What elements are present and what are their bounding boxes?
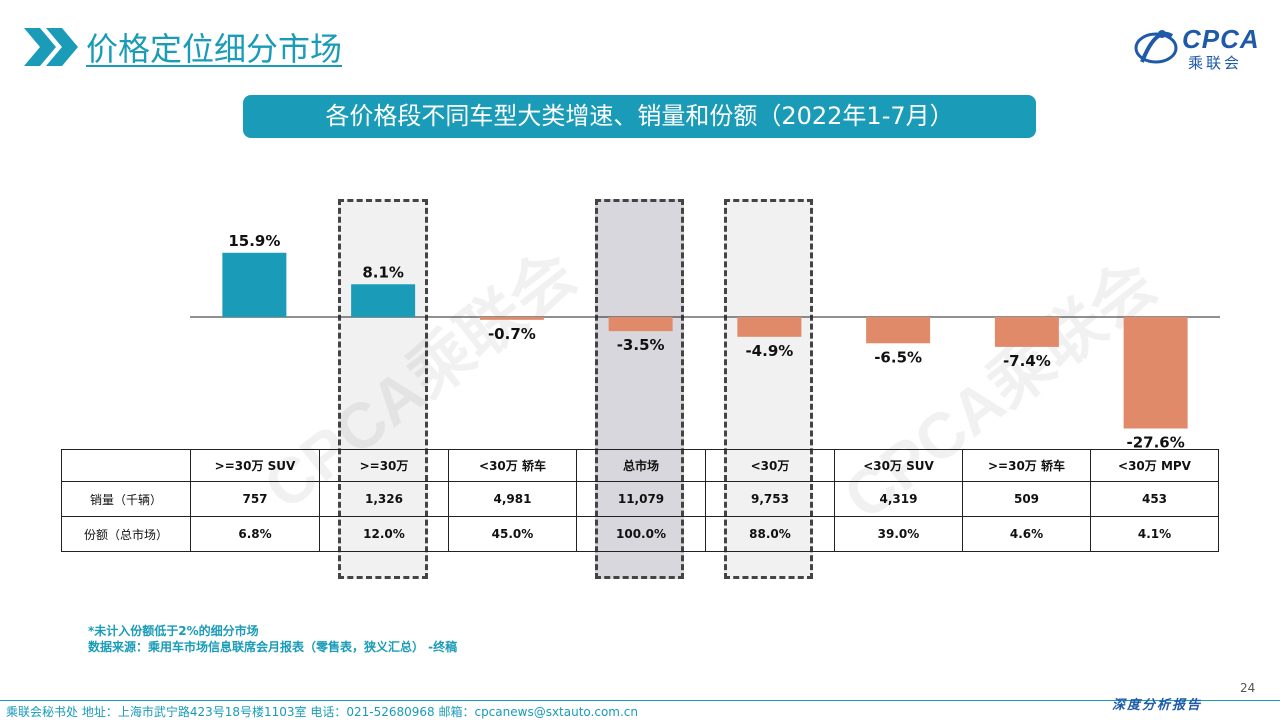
table-cell: 4.1% bbox=[1090, 516, 1219, 552]
bar-7 bbox=[1123, 317, 1188, 429]
footer-report-type: 深度分析报告 bbox=[1112, 698, 1203, 713]
table-cell: 509 bbox=[962, 481, 1091, 517]
footnote-data-source: 数据来源：乘用车市场信息联席会月报表（零售表，狭义汇总） -终稿 bbox=[88, 640, 458, 654]
footer-contact: 乘联会秘书处 地址：上海市武宁路423号18号楼1103室 电话：021-526… bbox=[6, 705, 639, 719]
table-cell: 453 bbox=[1090, 481, 1219, 517]
table-header-cell: >=30万 bbox=[319, 449, 449, 482]
bar-4 bbox=[737, 317, 802, 337]
table-header-cell: >=30万 SUV bbox=[190, 449, 320, 482]
bar-0 bbox=[222, 252, 287, 317]
table-header-cell: 总市场 bbox=[576, 449, 706, 482]
table-row-label: 销量（千辆） bbox=[61, 481, 191, 517]
value-label-5: -6.5% bbox=[874, 348, 922, 366]
page-number: 24 bbox=[1240, 681, 1256, 695]
table-header-cell: <30万 SUV bbox=[834, 449, 963, 482]
double-chevron-icon bbox=[24, 28, 78, 66]
footer-divider bbox=[0, 700, 1280, 701]
cpca-logo-icon bbox=[1134, 30, 1178, 64]
table-header-row: >=30万 SUV >=30万 <30万 轿车 总市场 <30万 <30万 SUV >=30… bbox=[61, 449, 1219, 482]
table-cell: 1,326 bbox=[319, 481, 449, 517]
table-cell: 9,753 bbox=[705, 481, 835, 517]
value-label-0: 15.9% bbox=[228, 232, 280, 250]
table-header-cell: <30万 bbox=[705, 449, 835, 482]
value-label-group: 15.9% 8.1% -0.7% -3.5% -4.9% -6.5% -7.4% -27.6% bbox=[228, 232, 1184, 452]
bar-5 bbox=[866, 317, 931, 344]
bar-series bbox=[222, 252, 1188, 429]
table-header-cell: >=30万 轿车 bbox=[962, 449, 1091, 482]
table-cell: 39.0% bbox=[834, 516, 963, 552]
table-cell: 100.0% bbox=[576, 516, 706, 552]
logo-subtext: 乘联会 bbox=[1188, 54, 1243, 72]
table-cell: 4,319 bbox=[834, 481, 963, 517]
bar-2 bbox=[479, 317, 544, 320]
table-row: 销量（千辆） 757 1,326 4,981 11,079 9,753 4,319 509 45… bbox=[61, 481, 1219, 517]
table-cell: 88.0% bbox=[705, 516, 835, 552]
value-label-2: -0.7% bbox=[488, 325, 536, 343]
table-row: 份额（总市场） 6.8% 12.0% 45.0% 100.0% 88.0% 39.0% 4.6… bbox=[61, 516, 1219, 552]
bar-1 bbox=[351, 284, 416, 317]
value-label-6: -7.4% bbox=[1003, 352, 1051, 370]
value-label-3: -3.5% bbox=[617, 336, 665, 354]
table-cell: 45.0% bbox=[448, 516, 577, 552]
table-header-cell: <30万 轿车 bbox=[448, 449, 577, 482]
data-table: >=30万 SUV >=30万 <30万 轿车 总市场 <30万 <30万 SUV >=30… bbox=[61, 449, 1219, 552]
table-corner-cell bbox=[61, 449, 191, 482]
table-row-label: 份额（总市场） bbox=[61, 516, 191, 552]
value-label-7: -27.6% bbox=[1126, 434, 1184, 452]
table-cell: 6.8% bbox=[190, 516, 320, 552]
table-cell: 4,981 bbox=[448, 481, 577, 517]
table-cell: 12.0% bbox=[319, 516, 449, 552]
logo-text: CPCA bbox=[1182, 24, 1260, 54]
footnote-share-note: *未计入份额低于2%的细分市场 bbox=[88, 624, 259, 638]
chart-banner-title: 各价格段不同车型大类增速、销量和份额（2022年1-7月） bbox=[243, 95, 1036, 138]
table-cell: 4.6% bbox=[962, 516, 1091, 552]
value-label-4: -4.9% bbox=[745, 342, 793, 360]
page-title: 价格定位细分市场 bbox=[86, 30, 343, 68]
bar-6 bbox=[994, 317, 1059, 347]
growth-bar-chart: 15.9% 8.1% -0.7% -3.5% -4.9% -6.5% -7.4% -27.6% bbox=[190, 232, 1220, 452]
table-cell: 757 bbox=[190, 481, 320, 517]
table-header-cell: <30万 MPV bbox=[1090, 449, 1219, 482]
footnote: *未计入份额低于2%的细分市场 数据来源：乘用车市场信息联席会月报表（零售表，狭… bbox=[88, 623, 457, 655]
table-cell: 11,079 bbox=[576, 481, 706, 517]
value-label-1: 8.1% bbox=[362, 263, 404, 281]
bar-3 bbox=[608, 317, 673, 332]
